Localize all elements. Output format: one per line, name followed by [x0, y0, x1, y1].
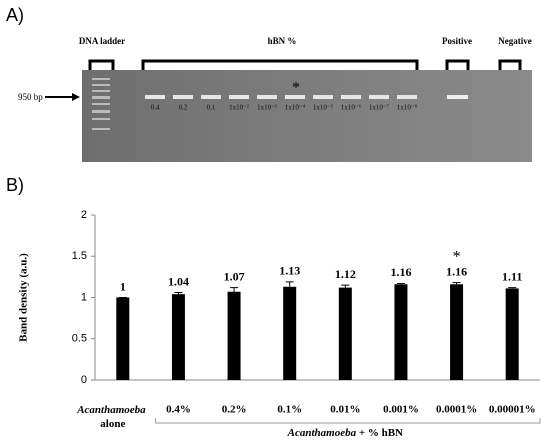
annotation: *: [453, 248, 461, 265]
lane-label: 0.4: [151, 104, 160, 112]
ladder: [92, 78, 110, 130]
bar: [227, 291, 241, 380]
y-tick-label: 1.5: [72, 250, 87, 262]
gel: [82, 70, 532, 162]
data-label: 1.07: [224, 269, 245, 283]
error-bar: [285, 281, 294, 287]
band: [313, 95, 333, 99]
x-tick-label: 0.1%: [277, 404, 302, 416]
band: [257, 95, 277, 99]
data-label: 1.11: [502, 269, 522, 283]
positive-label: Positive: [442, 36, 472, 46]
lane-label: 0.1: [207, 104, 216, 112]
band: [285, 95, 305, 99]
y-tick-label: 0.5: [72, 333, 87, 345]
lane-label: 1x10⁻⁸: [397, 104, 418, 112]
bar: [338, 287, 352, 380]
bar: [394, 284, 408, 380]
error-bar: [341, 284, 350, 288]
marker-label: 950 bp: [18, 92, 43, 102]
data-label: 1.16: [446, 264, 467, 278]
bar: [116, 297, 130, 380]
x-tick-label: 0.0001%: [436, 404, 477, 416]
data-label: 1: [120, 279, 126, 293]
positive-band: [447, 95, 468, 99]
y-tick-label: 1: [81, 291, 87, 303]
band: [173, 95, 193, 99]
lane-label: 1x10⁻⁶: [341, 104, 362, 112]
band: [369, 95, 389, 99]
ladder-label: DNA ladder: [79, 36, 125, 46]
x-group-label: Acanthamoeba + % hBN: [287, 427, 403, 439]
highlight-mark: *: [292, 80, 300, 97]
band: [229, 95, 249, 99]
data-label: 1.16: [390, 265, 411, 279]
x-tick-label: 0.4%: [166, 404, 191, 416]
x-tick-label: 0.001%: [383, 404, 419, 416]
lane-label: 1x10⁻⁷: [369, 104, 390, 112]
bar: [505, 288, 519, 380]
band: [201, 95, 221, 99]
x-tick-line: alone: [100, 418, 125, 430]
error-bar: [508, 287, 517, 289]
bar: [450, 284, 464, 380]
lane-label: 1x10⁻⁴: [285, 104, 306, 112]
panel-label: A): [6, 5, 24, 25]
bar-chart: B) Band density (a.u.) 0 0.5 1 1.5 2 1 Acanthamo…: [6, 175, 541, 439]
band: [341, 95, 361, 99]
lane-label: 1x10⁻⁵: [313, 104, 334, 112]
panel-label: B): [6, 175, 24, 195]
bar: [283, 286, 297, 380]
data-label: 1.12: [335, 267, 356, 281]
negative-label: Negative: [498, 36, 532, 46]
data-label: 1.04: [168, 274, 189, 288]
lanes: 0.4 0.2 0.1 1x10⁻² 1x10⁻³ 1x10⁻⁴ 1x10⁻⁵ 1x10⁻⁶ 1…: [145, 95, 418, 112]
band: [145, 95, 165, 99]
error-bar: [452, 282, 461, 285]
x-group-word: Acanthamoeba: [287, 427, 359, 439]
sample-label: hBN %: [268, 36, 297, 46]
error-bar: [174, 292, 183, 295]
marker-arrow: [45, 93, 80, 101]
data-label: 1.13: [279, 264, 300, 278]
y-tick-label: 2: [81, 209, 87, 221]
bar: [171, 294, 185, 380]
lane-label: 0.2: [179, 104, 188, 112]
lane-label: 1x10⁻²: [229, 104, 249, 112]
x-tick-label: Acanthamoeba alone: [76, 404, 148, 430]
error-bar: [230, 287, 239, 292]
x-group-rest: + % hBN: [359, 427, 403, 439]
x-tick-label: 0.2%: [222, 404, 247, 416]
x-tick-line: Acanthamoeba: [76, 404, 148, 416]
x-tick-label: 0.01%: [330, 404, 360, 416]
band: [397, 95, 417, 99]
brackets: [88, 59, 522, 70]
error-bar: [396, 282, 405, 285]
y-axis-label: Band density (a.u.): [18, 253, 30, 342]
lane-label: 1x10⁻³: [257, 104, 277, 112]
group-bracket: [155, 418, 541, 424]
x-tick-label: 0.00001%: [489, 404, 536, 416]
y-tick-label: 0: [81, 374, 87, 386]
